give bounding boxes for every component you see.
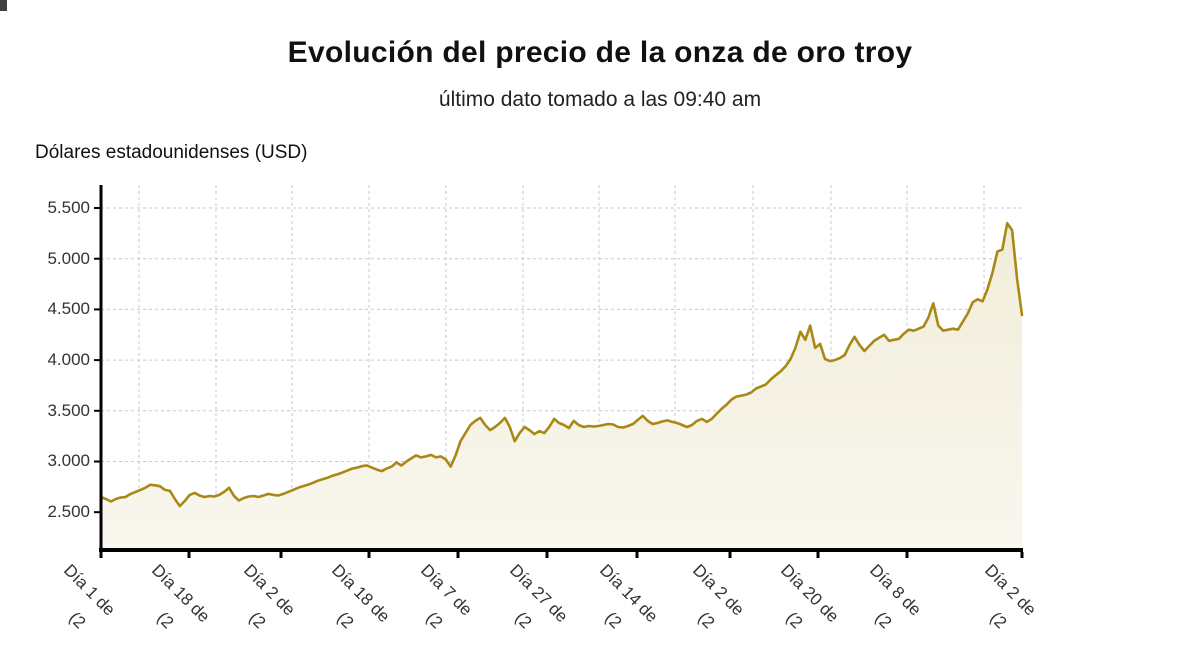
y-tick-label: 2.500 <box>47 502 90 522</box>
page: { "header": { "title": "Evolución del pr… <box>0 0 1040 633</box>
chart-subtitle: último dato tomado a las 09:40 am <box>438 88 762 111</box>
y-tick-label: 5.500 <box>47 198 90 217</box>
y-tick-label: 3.000 <box>47 451 90 471</box>
price-chart <box>94 185 1024 558</box>
y-tick-label: 3.500 <box>47 400 90 420</box>
chart-title: Evolución del precio de la onza de oro t… <box>287 36 913 69</box>
y-tick-label: 4.500 <box>47 299 90 319</box>
price-area-fill <box>101 223 1022 549</box>
y-tick-label: 5.000 <box>47 248 90 268</box>
y-axis-title: Dólares estadounidenses (USD) <box>35 142 308 163</box>
price-line <box>99 221 1024 508</box>
y-tick-label: 4.000 <box>47 350 90 370</box>
corner-artifact <box>0 0 7 11</box>
